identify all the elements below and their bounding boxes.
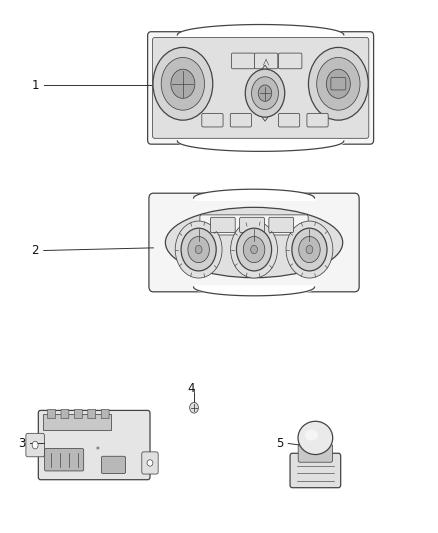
FancyBboxPatch shape (142, 452, 158, 474)
Ellipse shape (326, 69, 350, 99)
Ellipse shape (171, 69, 195, 99)
FancyBboxPatch shape (279, 53, 302, 69)
Ellipse shape (161, 58, 205, 110)
Ellipse shape (153, 47, 213, 120)
Ellipse shape (190, 402, 198, 413)
Ellipse shape (305, 430, 318, 441)
FancyBboxPatch shape (74, 409, 82, 419)
FancyBboxPatch shape (101, 409, 109, 419)
Ellipse shape (317, 58, 360, 110)
Ellipse shape (147, 460, 153, 466)
FancyBboxPatch shape (231, 53, 255, 69)
FancyBboxPatch shape (254, 53, 278, 69)
Ellipse shape (258, 85, 272, 101)
FancyBboxPatch shape (210, 217, 235, 232)
FancyBboxPatch shape (61, 409, 69, 419)
Text: 4: 4 (187, 382, 194, 394)
Ellipse shape (245, 69, 285, 117)
FancyBboxPatch shape (269, 217, 293, 232)
Ellipse shape (243, 237, 265, 263)
FancyBboxPatch shape (45, 449, 84, 471)
Ellipse shape (292, 228, 327, 271)
Text: 1: 1 (32, 79, 39, 92)
Text: 2: 2 (32, 244, 39, 257)
Ellipse shape (286, 221, 333, 278)
FancyBboxPatch shape (43, 415, 111, 430)
FancyBboxPatch shape (240, 217, 265, 232)
FancyBboxPatch shape (26, 433, 44, 457)
Text: 3: 3 (18, 437, 26, 450)
Ellipse shape (231, 221, 277, 278)
Ellipse shape (237, 228, 272, 271)
FancyBboxPatch shape (102, 456, 126, 473)
FancyBboxPatch shape (307, 114, 328, 127)
Ellipse shape (306, 245, 313, 254)
FancyBboxPatch shape (88, 409, 95, 419)
Ellipse shape (251, 77, 279, 109)
FancyBboxPatch shape (152, 37, 369, 139)
FancyBboxPatch shape (149, 193, 359, 292)
FancyBboxPatch shape (148, 32, 374, 144)
Ellipse shape (188, 237, 209, 263)
Text: *: * (95, 446, 99, 455)
Ellipse shape (251, 245, 258, 254)
Ellipse shape (166, 207, 343, 278)
FancyBboxPatch shape (331, 78, 346, 90)
Ellipse shape (32, 441, 38, 449)
Ellipse shape (175, 221, 222, 278)
FancyBboxPatch shape (298, 444, 332, 462)
FancyBboxPatch shape (200, 215, 308, 235)
Text: 5: 5 (276, 437, 283, 450)
Ellipse shape (308, 47, 368, 120)
FancyBboxPatch shape (38, 410, 150, 480)
FancyBboxPatch shape (290, 453, 341, 488)
FancyBboxPatch shape (48, 409, 56, 419)
FancyBboxPatch shape (202, 114, 223, 127)
FancyBboxPatch shape (279, 114, 300, 127)
Ellipse shape (181, 228, 216, 271)
Ellipse shape (298, 421, 333, 455)
FancyBboxPatch shape (230, 114, 251, 127)
Ellipse shape (299, 237, 320, 263)
Ellipse shape (195, 245, 202, 254)
